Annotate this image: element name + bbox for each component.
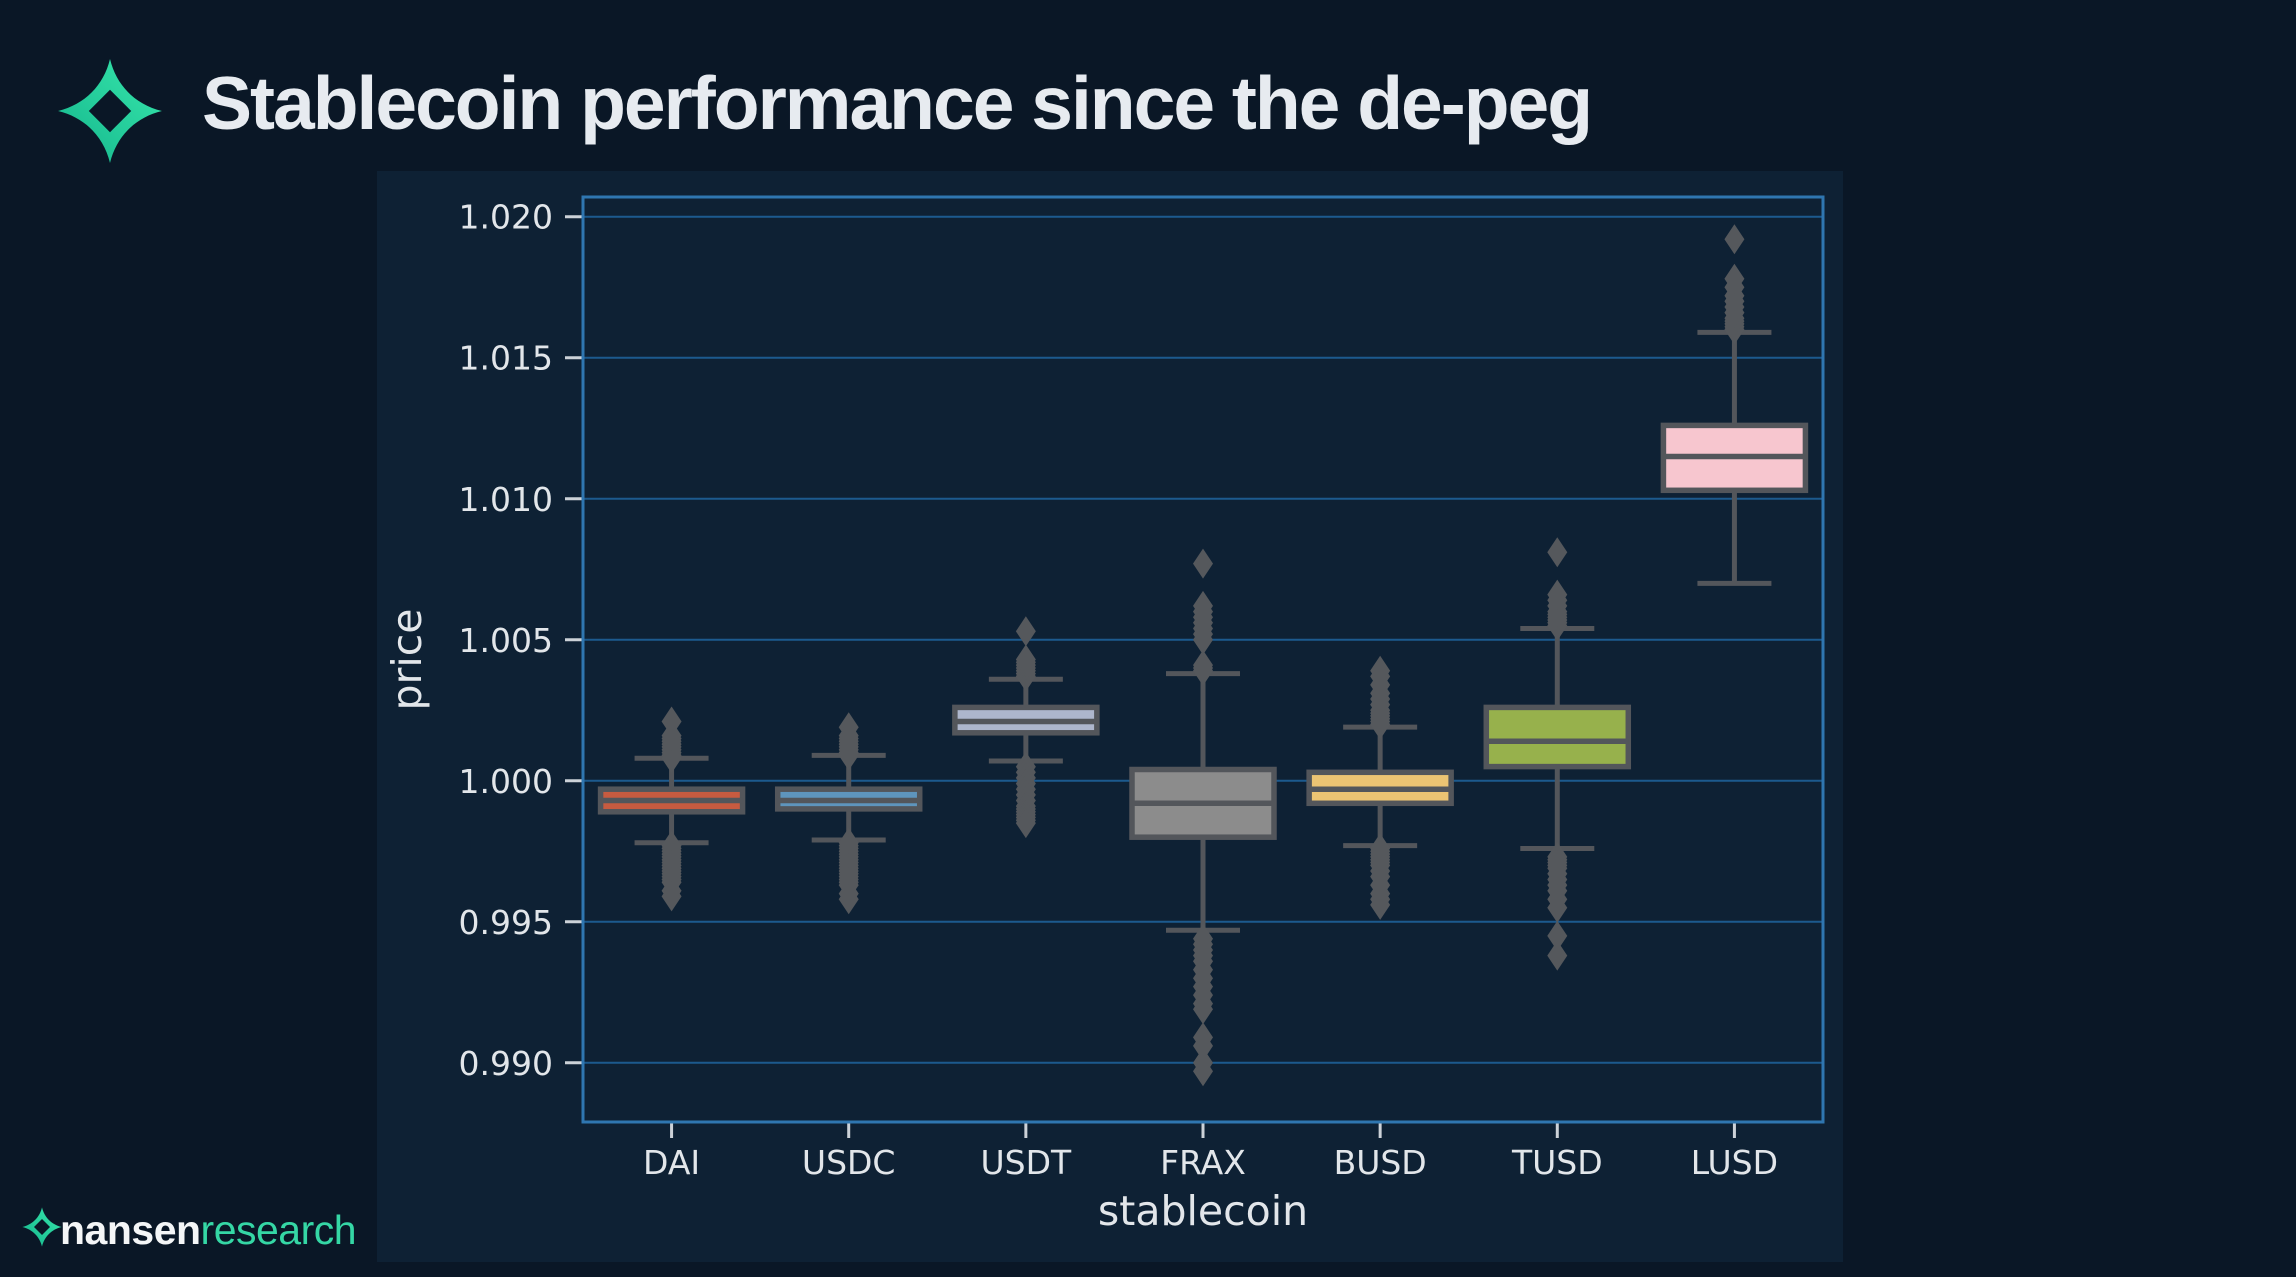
box-plot-busd — [1306, 655, 1454, 920]
box-plot-dai — [597, 706, 746, 912]
outlier-point — [1015, 616, 1036, 647]
outlier-point — [1193, 548, 1213, 579]
box-plot-tusd — [1483, 537, 1632, 971]
outlier-point — [1547, 940, 1568, 971]
y-axis-label: price — [383, 608, 431, 710]
nansen-diamond-icon — [58, 59, 162, 163]
outlier-point — [1193, 994, 1213, 1025]
y-tick-label: 1.010 — [459, 480, 553, 519]
brand-division: research — [200, 1206, 357, 1253]
outlier-point — [661, 706, 682, 737]
outlier-point — [661, 881, 682, 912]
outlier-point — [1370, 889, 1391, 920]
outlier-point — [1724, 224, 1745, 255]
page-title: Stablecoin performance since the de-peg — [202, 61, 1593, 145]
diamond-star-hole — [88, 89, 132, 133]
x-tick-label: USDC — [802, 1143, 896, 1182]
outlier-point — [1547, 579, 1568, 610]
box-plot-usdc — [774, 712, 923, 915]
y-tick-label: 1.005 — [459, 621, 553, 660]
chart-figure: 1.020 1.015 1.010 1.005 1.000 0.995 0.990 DAI US… — [377, 171, 1843, 1262]
y-tick-label: 1.000 — [459, 762, 553, 801]
outlier-point — [838, 712, 859, 743]
y-tick-label: 1.015 — [459, 339, 553, 378]
outlier-point — [1547, 537, 1568, 568]
outlier-point — [1547, 892, 1568, 923]
y-tick-label: 0.990 — [459, 1044, 553, 1083]
outlier-point — [1724, 263, 1745, 294]
boxplot-chart: 1.020 1.015 1.010 1.005 1.000 0.995 0.990 DAI US… — [383, 195, 1825, 1235]
x-tick-label: TUSD — [1511, 1143, 1603, 1182]
y-tick-label: 1.020 — [459, 198, 553, 237]
brand-name: nansen — [60, 1206, 201, 1253]
x-tick-label: BUSD — [1334, 1143, 1427, 1182]
outlier-point — [1370, 655, 1391, 686]
iqr-box — [1483, 704, 1632, 770]
axes-border — [581, 195, 1825, 1124]
outlier-point — [838, 884, 859, 915]
nansen-diamond-icon — [22, 1207, 62, 1247]
box-plot-usdt — [952, 616, 1100, 839]
box-plot-lusd — [1660, 224, 1809, 586]
outlier-point — [1193, 1056, 1213, 1087]
x-tick-label: DAI — [643, 1143, 700, 1182]
outlier-point — [1015, 644, 1036, 675]
x-axis-label: stablecoin — [1098, 1187, 1308, 1235]
outlier-point — [1193, 590, 1213, 621]
outlier-point — [1193, 650, 1213, 681]
box-plot-frax — [1129, 548, 1277, 1087]
x-tick-label: LUSD — [1691, 1143, 1778, 1182]
y-tick-label: 0.995 — [459, 903, 553, 942]
outlier-point — [1015, 808, 1036, 839]
footer-brand: nansenresearch — [22, 1204, 357, 1256]
x-tick-label: USDT — [981, 1143, 1073, 1182]
outlier-point — [1547, 920, 1568, 951]
x-tick-label: FRAX — [1160, 1143, 1246, 1182]
outlier-point — [1193, 1030, 1213, 1061]
